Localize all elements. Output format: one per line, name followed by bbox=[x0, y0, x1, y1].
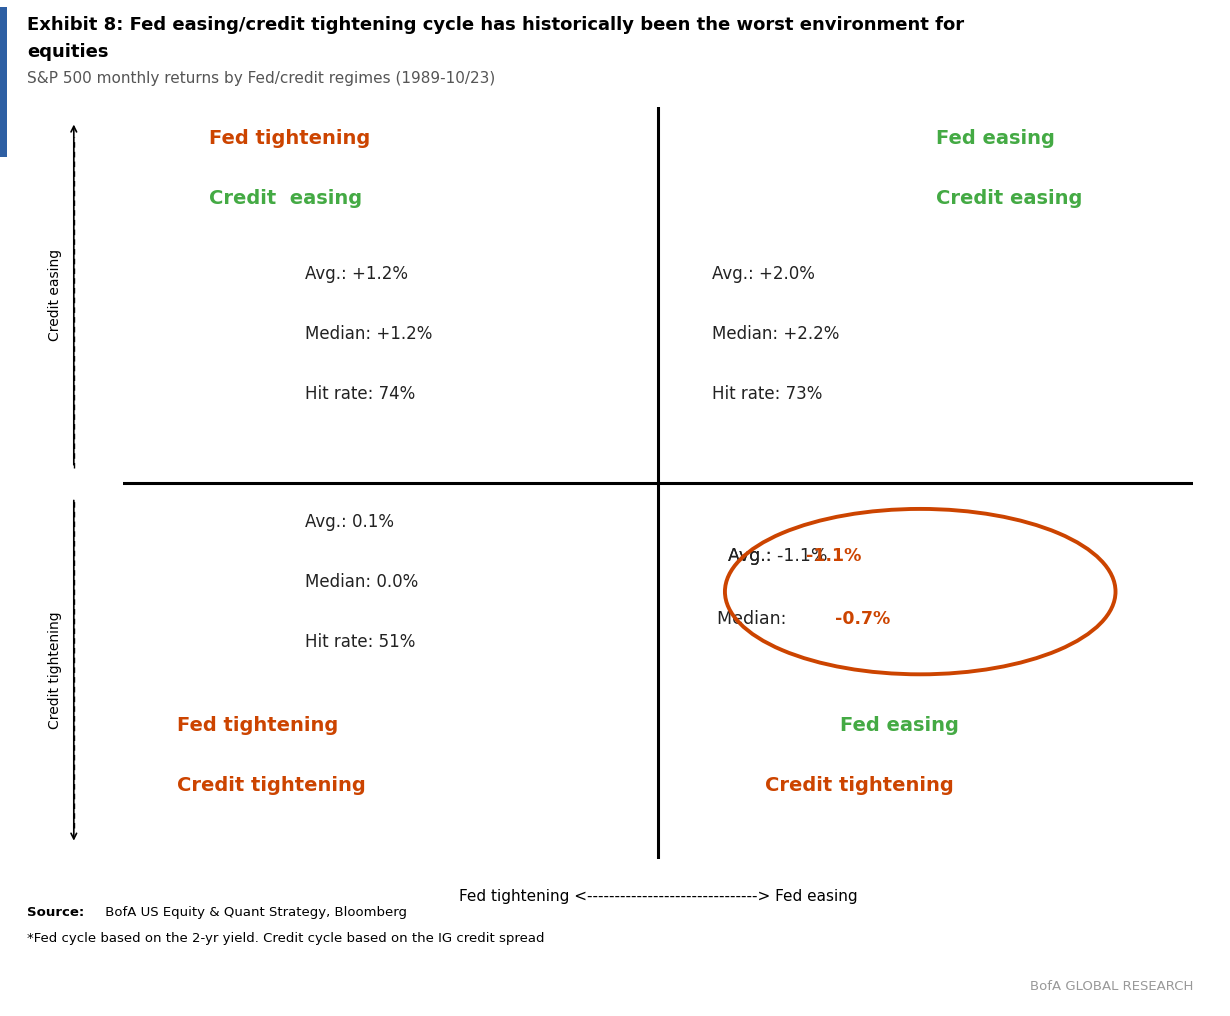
Text: Fed easing: Fed easing bbox=[936, 129, 1055, 148]
Text: Median:: Median: bbox=[717, 611, 792, 629]
Text: Hit rate: 51%: Hit rate: 51% bbox=[305, 633, 416, 651]
Text: Source:: Source: bbox=[27, 906, 85, 919]
Text: Exhibit 8: Fed easing/credit tightening cycle has historically been the worst en: Exhibit 8: Fed easing/credit tightening … bbox=[27, 16, 964, 35]
Text: Avg.: +1.2%: Avg.: +1.2% bbox=[305, 264, 408, 282]
Text: Avg.:: Avg.: bbox=[728, 547, 776, 565]
Text: Fed tightening: Fed tightening bbox=[177, 715, 338, 735]
Text: Median: +2.2%: Median: +2.2% bbox=[711, 325, 839, 342]
Text: S&P 500 monthly returns by Fed/credit regimes (1989-10/23): S&P 500 monthly returns by Fed/credit re… bbox=[27, 71, 496, 86]
Text: Fed tightening <-------------------------------> Fed easing: Fed tightening <------------------------… bbox=[459, 889, 857, 904]
Text: -1.1%: -1.1% bbox=[806, 547, 861, 565]
Text: BofA US Equity & Quant Strategy, Bloomberg: BofA US Equity & Quant Strategy, Bloombe… bbox=[101, 906, 407, 919]
Text: equities: equities bbox=[27, 43, 108, 61]
Text: BofA GLOBAL RESEARCH: BofA GLOBAL RESEARCH bbox=[1030, 980, 1193, 994]
Text: Hit rate: 73%: Hit rate: 73% bbox=[711, 385, 822, 403]
Text: Median: 0.0%: Median: 0.0% bbox=[305, 573, 418, 591]
Text: -0.7%: -0.7% bbox=[835, 611, 889, 629]
Text: Credit tightening: Credit tightening bbox=[765, 776, 953, 795]
Text: Avg.: -1.1%: Avg.: -1.1% bbox=[728, 547, 827, 565]
Text: Avg.: +2.0%: Avg.: +2.0% bbox=[711, 264, 814, 282]
Text: Median: +1.2%: Median: +1.2% bbox=[305, 325, 432, 342]
Text: Credit easing: Credit easing bbox=[936, 189, 1082, 208]
Text: Credit tightening: Credit tightening bbox=[48, 612, 63, 729]
Text: Credit tightening: Credit tightening bbox=[177, 776, 365, 795]
Text: Hit rate: 74%: Hit rate: 74% bbox=[305, 385, 416, 403]
Text: Avg.: 0.1%: Avg.: 0.1% bbox=[305, 513, 394, 530]
Text: Credit easing: Credit easing bbox=[48, 249, 63, 340]
Text: *Fed cycle based on the 2-yr yield. Credit cycle based on the IG credit spread: *Fed cycle based on the 2-yr yield. Cred… bbox=[27, 932, 545, 945]
Text: Credit  easing: Credit easing bbox=[209, 189, 362, 208]
Text: Fed tightening: Fed tightening bbox=[209, 129, 370, 148]
Text: Fed easing: Fed easing bbox=[840, 715, 959, 735]
